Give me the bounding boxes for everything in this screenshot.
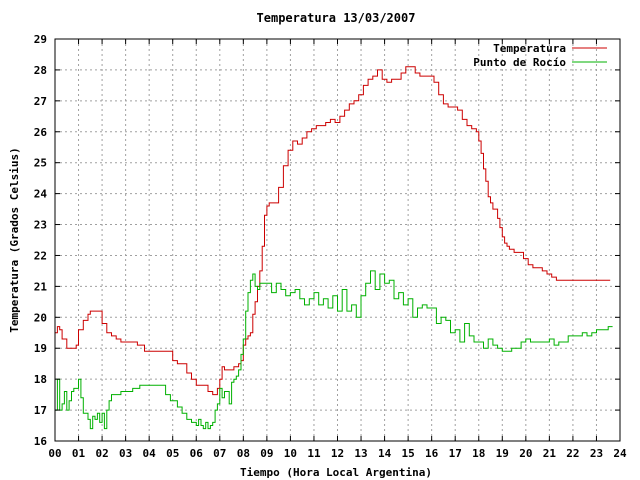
y-tick-label: 22 <box>34 249 47 262</box>
x-tick-label: 14 <box>378 447 392 460</box>
x-tick-label: 02 <box>95 447 108 460</box>
y-tick-label: 20 <box>34 311 47 324</box>
y-tick-label: 27 <box>34 95 47 108</box>
y-tick-label: 28 <box>34 64 47 77</box>
x-tick-label: 13 <box>354 447 367 460</box>
x-tick-label: 20 <box>519 447 532 460</box>
x-tick-label: 09 <box>260 447 273 460</box>
y-tick-label: 16 <box>34 435 48 448</box>
x-tick-label: 24 <box>613 447 627 460</box>
legend-label: Temperatura <box>493 42 566 55</box>
x-tick-label: 08 <box>237 447 250 460</box>
series-line-1 <box>55 66 611 396</box>
x-tick-label: 21 <box>543 447 557 460</box>
legend-label: Punto de Rocío <box>473 56 566 69</box>
x-tick-label: 23 <box>590 447 603 460</box>
x-tick-label: 15 <box>402 447 415 460</box>
x-tick-label: 16 <box>425 447 439 460</box>
x-tick-label: 12 <box>331 447 344 460</box>
x-tick-label: 18 <box>472 447 485 460</box>
x-tick-label: 11 <box>307 447 321 460</box>
x-tick-label: 04 <box>143 447 157 460</box>
y-tick-label: 19 <box>34 342 47 355</box>
y-tick-label: 18 <box>34 373 47 386</box>
x-tick-label: 05 <box>166 447 179 460</box>
x-tick-label: 19 <box>496 447 509 460</box>
y-tick-label: 23 <box>34 219 47 232</box>
x-tick-label: 03 <box>119 447 132 460</box>
x-tick-label: 10 <box>284 447 297 460</box>
y-tick-label: 26 <box>34 126 48 139</box>
y-tick-label: 29 <box>34 33 47 46</box>
x-tick-label: 17 <box>449 447 462 460</box>
x-tick-label: 22 <box>566 447 579 460</box>
y-tick-label: 25 <box>34 157 47 170</box>
series-line-2 <box>55 270 613 430</box>
y-tick-label: 24 <box>34 188 48 201</box>
y-axis-ticks: 16 17 18 19 20 21 22 23 24 25 26 27 28 29 <box>34 33 620 448</box>
chart-title: Temperatura 13/03/2007 <box>257 11 416 25</box>
x-axis-label: Tiempo (Hora Local Argentina) <box>240 466 432 479</box>
y-tick-label: 21 <box>34 280 48 293</box>
x-tick-label: 06 <box>190 447 204 460</box>
series-layer <box>55 66 613 430</box>
y-tick-label: 17 <box>34 404 47 417</box>
x-tick-label: 01 <box>72 447 86 460</box>
x-axis-ticks: 00 01 02 03 04 05 06 07 08 09 10 11 12 13 14 15 16 17 18 19… <box>48 39 627 460</box>
y-axis-label: Temperatura (Grados Celsius) <box>8 147 21 332</box>
x-tick-label: 07 <box>213 447 226 460</box>
x-tick-label: 00 <box>48 447 61 460</box>
grid <box>55 39 620 441</box>
